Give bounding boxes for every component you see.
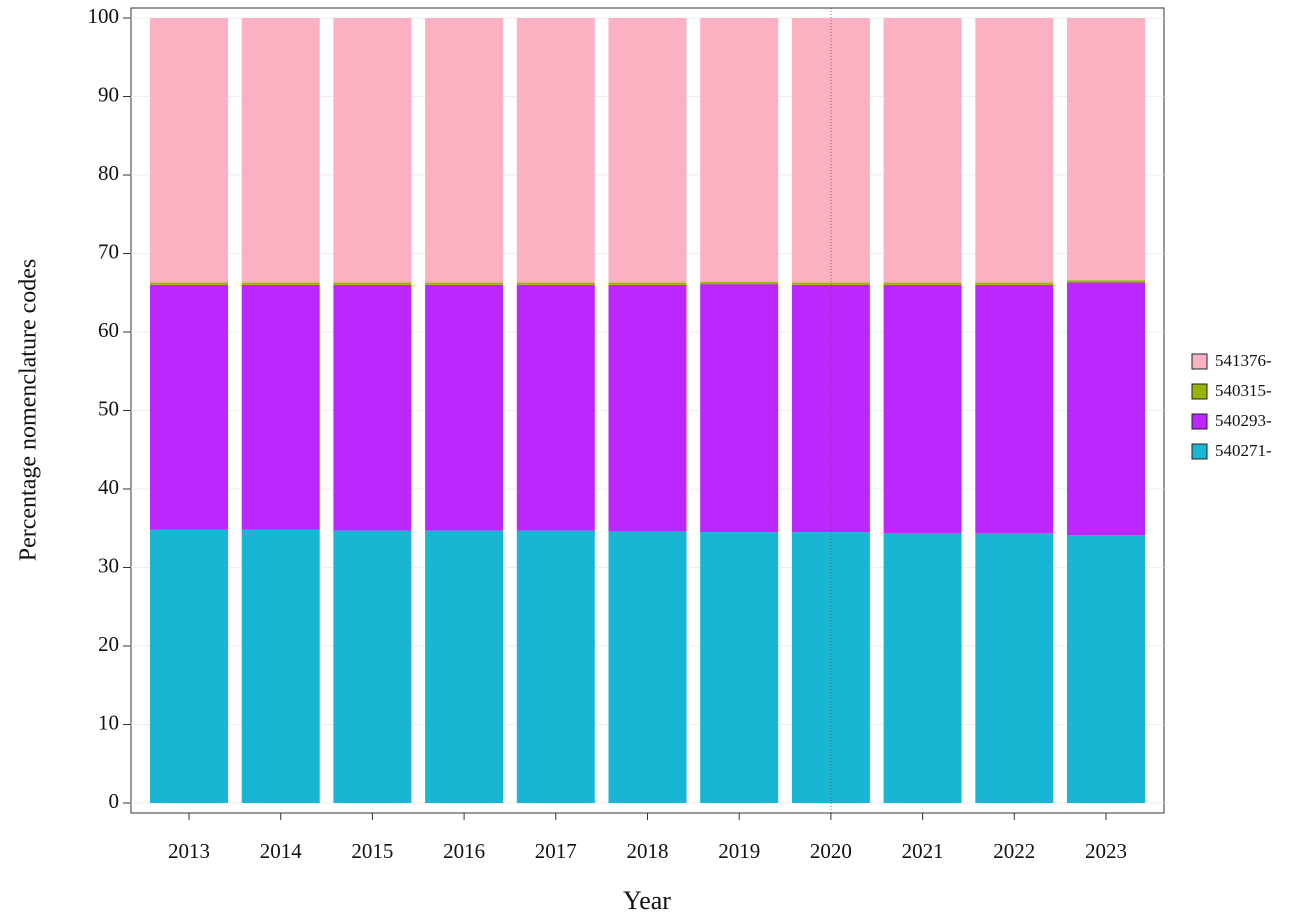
bar-segment <box>241 529 320 803</box>
bar-segment <box>333 284 412 531</box>
bar-segment <box>700 18 779 282</box>
bar-segment <box>425 284 504 531</box>
y-tick-label: 90 <box>98 82 119 106</box>
bar-segment <box>150 18 228 283</box>
legend-label: 540271- <box>1215 441 1272 460</box>
legend-swatch <box>1191 443 1208 460</box>
legend-swatch <box>1191 413 1208 430</box>
bar-segment <box>516 284 595 531</box>
x-tick-label: 2018 <box>627 839 669 863</box>
bar-segment <box>608 531 687 803</box>
legend-swatch <box>1191 383 1208 400</box>
bar-segment <box>791 532 870 803</box>
bar-segment <box>516 530 595 803</box>
bar-segment <box>700 284 779 533</box>
x-tick-label: 2020 <box>810 839 852 863</box>
bar-segment <box>883 532 962 803</box>
bar-segment <box>150 529 228 803</box>
bar-segment <box>791 284 870 533</box>
bar-segment <box>883 284 962 533</box>
x-tick-label: 2017 <box>535 839 577 863</box>
bar-segment <box>608 282 687 285</box>
bar-segment <box>975 18 1054 283</box>
y-tick-label: 0 <box>109 789 120 813</box>
x-tick-label: 2021 <box>902 839 944 863</box>
bar-segment <box>975 282 1054 285</box>
bar-segment <box>1067 282 1145 536</box>
bar-segment <box>150 282 228 285</box>
y-axis-title: Percentage nomenclature codes <box>16 259 42 562</box>
y-tick-label: 60 <box>98 318 119 342</box>
bar-segment <box>241 18 320 283</box>
bar-segment <box>975 284 1054 533</box>
bar-segment <box>975 532 1054 803</box>
x-tick-label: 2019 <box>718 839 760 863</box>
y-tick-label: 40 <box>98 475 119 499</box>
y-tick-label: 20 <box>98 632 119 656</box>
x-axis-title: Year <box>623 886 671 915</box>
y-tick-label: 80 <box>98 161 119 185</box>
bar-segment <box>333 282 412 285</box>
y-tick-label: 30 <box>98 553 119 577</box>
bar-segment <box>241 282 320 285</box>
bar-segment <box>425 530 504 803</box>
x-tick-label: 2022 <box>993 839 1035 863</box>
y-tick-label: 50 <box>98 396 119 420</box>
x-tick-label: 2013 <box>168 839 210 863</box>
bar-segment <box>883 282 962 285</box>
bar-segment <box>333 530 412 803</box>
legend-label: 540293- <box>1215 411 1272 430</box>
legend-label: 541376- <box>1215 351 1272 370</box>
bar-segment <box>241 284 320 530</box>
bar-segment <box>608 18 687 283</box>
legend-swatch <box>1191 353 1208 370</box>
x-tick-label: 2015 <box>351 839 393 863</box>
y-tick-label: 70 <box>98 239 119 263</box>
bar-segment <box>425 282 504 285</box>
bar-segment <box>791 282 870 285</box>
bar-segment <box>1067 535 1145 803</box>
bar-segment <box>700 281 779 285</box>
bar-segment <box>333 18 412 283</box>
bar-segment <box>150 284 228 530</box>
bar-segment <box>608 284 687 532</box>
bar-segment <box>1067 280 1145 283</box>
legend-label: 540315- <box>1215 381 1272 400</box>
bar-segment <box>516 282 595 285</box>
bar-segment <box>1067 18 1145 281</box>
x-tick-label: 2023 <box>1085 839 1127 863</box>
x-tick-label: 2016 <box>443 839 485 863</box>
y-tick-label: 100 <box>88 4 120 28</box>
bar-segment <box>700 532 779 803</box>
bar-segment <box>516 18 595 283</box>
x-tick-label: 2014 <box>260 839 303 863</box>
y-tick-label: 10 <box>98 710 119 734</box>
bar-segment <box>425 18 504 283</box>
bar-segment <box>883 18 962 283</box>
